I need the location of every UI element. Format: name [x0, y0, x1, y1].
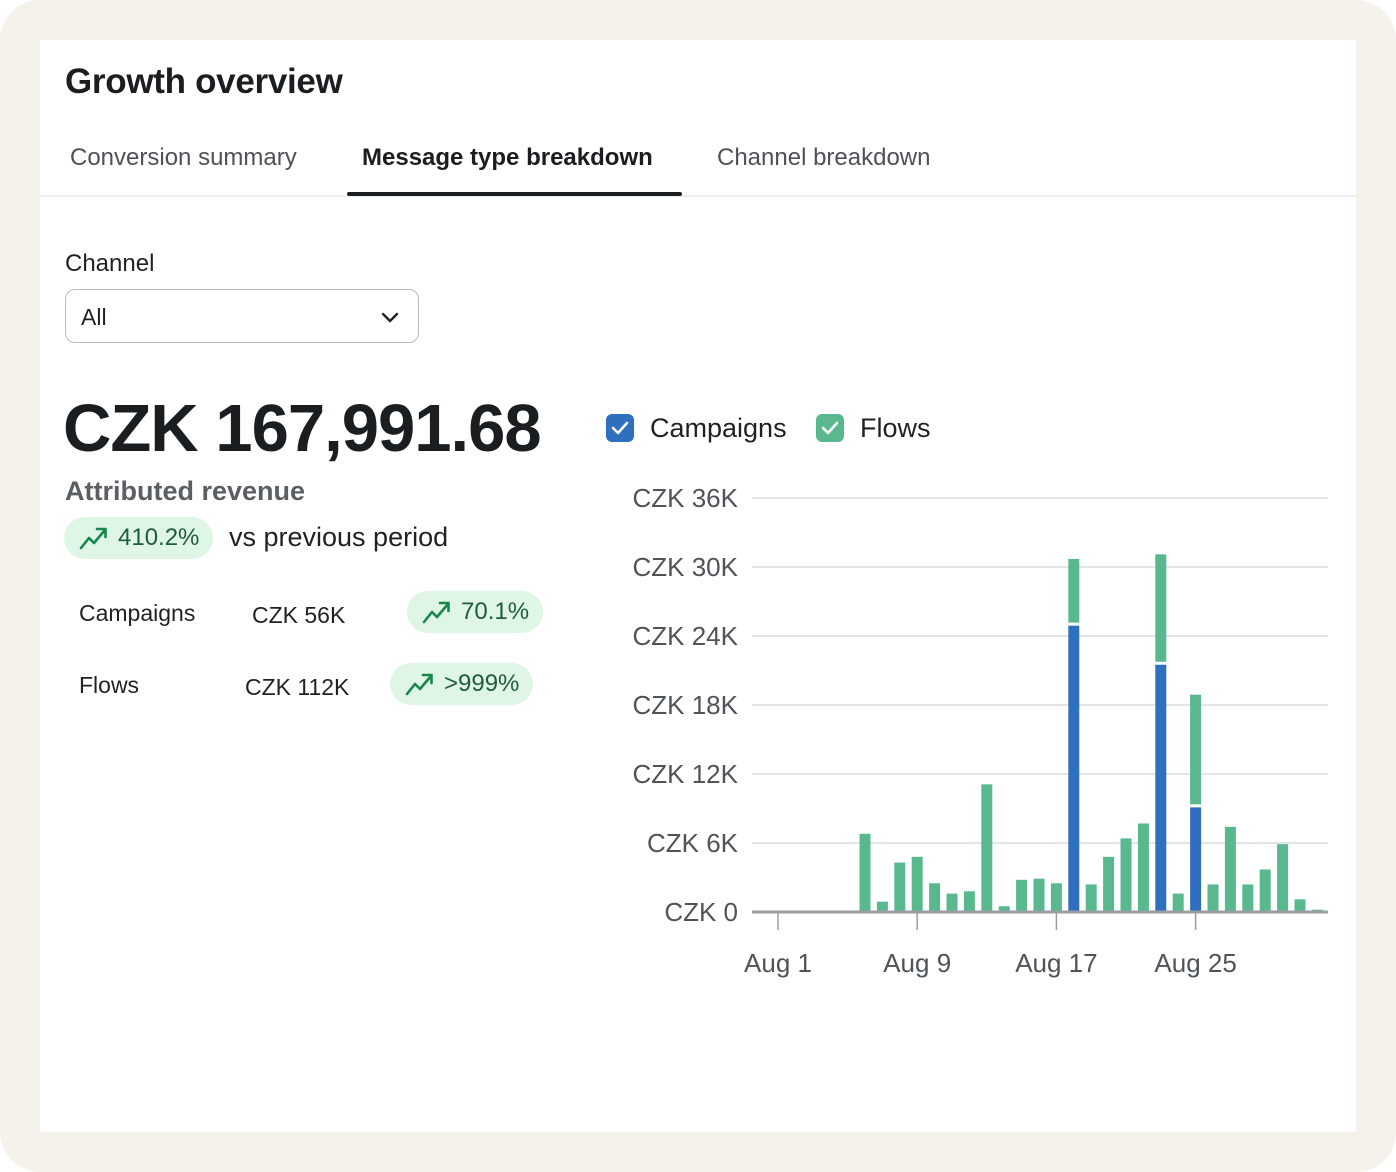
tab-channel-breakdown[interactable]: Channel breakdown [717, 144, 931, 171]
attributed-revenue-label: Attributed revenue [65, 476, 306, 506]
trend-up-icon [405, 673, 433, 696]
bar-flows[interactable] [1068, 558, 1080, 623]
total-change-value: 410.2% [118, 524, 200, 551]
x-tick-label: Aug 25 [1154, 948, 1236, 978]
bar-flows[interactable] [998, 906, 1010, 912]
bar-campaigns[interactable] [1155, 664, 1167, 912]
bar-flows[interactable] [1103, 856, 1115, 912]
channel-filter-label: Channel [65, 250, 155, 277]
y-tick-label: CZK 6K [647, 828, 739, 858]
chevron-down-icon [381, 312, 399, 323]
bar-flows[interactable] [1259, 869, 1271, 912]
bar-flows[interactable] [1190, 694, 1202, 805]
tab-conversion-summary[interactable]: Conversion summary [70, 144, 297, 171]
flows-row-value: CZK 112K [245, 674, 350, 700]
flows-checkbox[interactable] [816, 414, 844, 442]
bar-flows[interactable] [929, 883, 941, 912]
bar-flows[interactable] [1294, 899, 1306, 912]
flows-row-label: Flows [79, 672, 140, 698]
x-tick-label: Aug 17 [1015, 948, 1097, 978]
bar-flows[interactable] [859, 833, 871, 912]
legend-campaigns-label: Campaigns [650, 412, 787, 443]
bar-flows[interactable] [981, 784, 993, 912]
bar-campaigns[interactable] [1190, 807, 1202, 912]
tab-bar: Conversion summary Message type breakdow… [40, 40, 1356, 197]
checkmark-icon [611, 421, 629, 435]
legend-flows-toggle[interactable]: Flows [816, 410, 931, 446]
bar-flows[interactable] [963, 891, 975, 912]
bar-campaigns[interactable] [1068, 625, 1080, 912]
bar-flows[interactable] [1033, 878, 1045, 912]
flows-change-value: >999% [444, 670, 520, 697]
bar-flows[interactable] [1172, 893, 1184, 912]
page-title: Growth overview [65, 62, 343, 101]
channel-select-value: All [81, 304, 107, 330]
y-tick-label: CZK 24K [633, 621, 739, 651]
campaigns-change-value: 70.1% [461, 598, 530, 625]
bar-flows[interactable] [1242, 884, 1254, 912]
y-tick-label: CZK 18K [633, 690, 739, 720]
campaigns-row-label: Campaigns [79, 600, 196, 626]
y-tick-label: CZK 36K [633, 483, 739, 513]
bar-flows[interactable] [1207, 884, 1219, 912]
bar-flows[interactable] [876, 901, 888, 912]
trend-up-icon [422, 601, 450, 624]
comparison-label: vs previous period [229, 522, 449, 552]
bar-flows[interactable] [1277, 844, 1289, 912]
bar-flows[interactable] [946, 893, 958, 912]
total-change-badge: 410.2% [64, 517, 214, 559]
campaigns-change-badge: 70.1% [407, 591, 544, 633]
tab-message-type-breakdown[interactable]: Message type breakdown [362, 144, 653, 171]
campaigns-checkbox[interactable] [606, 414, 634, 442]
legend-flows-label: Flows [860, 412, 931, 443]
attributed-revenue-total: CZK 167,991.68 [63, 391, 542, 466]
y-tick-label: CZK 12K [633, 759, 739, 789]
bar-flows[interactable] [1155, 554, 1167, 662]
channel-select[interactable]: All [65, 289, 419, 343]
growth-overview-card: Growth overview Conversion summary Messa… [40, 40, 1356, 1132]
active-tab-indicator [347, 192, 682, 196]
y-tick-label: CZK 30K [633, 552, 739, 582]
bar-flows[interactable] [1137, 823, 1149, 912]
revenue-bar-chart: CZK 0 CZK 6K CZK 12K CZK 18K CZK 24K CZK 30K C… [633, 483, 1328, 978]
bar-flows[interactable] [894, 862, 906, 912]
bar-flows[interactable] [1120, 838, 1132, 912]
bar-flows[interactable] [1016, 879, 1028, 912]
trend-up-icon [79, 527, 107, 550]
bar-flows[interactable] [1224, 826, 1236, 912]
x-tick-label: Aug 1 [744, 948, 812, 978]
bar-flows[interactable] [1085, 884, 1097, 912]
checkmark-icon [821, 421, 839, 435]
bar-flows[interactable] [911, 856, 923, 912]
flows-change-badge: >999% [390, 663, 534, 705]
legend-campaigns-toggle[interactable]: Campaigns [606, 410, 787, 446]
y-tick-label: CZK 0 [664, 897, 738, 927]
bar-flows[interactable] [1050, 883, 1062, 912]
campaigns-row-value: CZK 56K [252, 602, 346, 628]
x-tick-label: Aug 9 [883, 948, 951, 978]
